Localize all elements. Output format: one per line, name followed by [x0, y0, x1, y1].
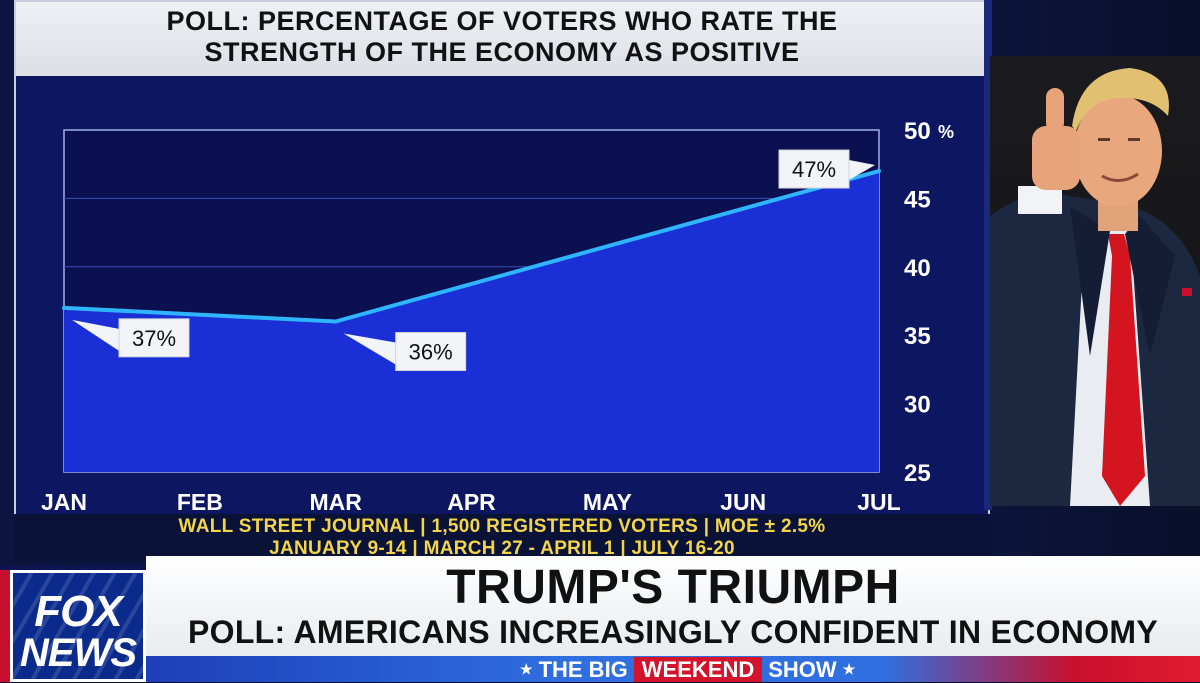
x-tick-label: MAR — [309, 489, 362, 515]
callout-box — [395, 332, 467, 372]
callout-label: 36% — [409, 340, 453, 365]
x-tick-label: APR — [447, 489, 496, 515]
x-tick-label: JAN — [41, 489, 87, 515]
show-banner: ★ THE BIG WEEKEND SHOW ★ — [520, 657, 855, 682]
star-icon: ★ — [842, 661, 856, 677]
chart-panel: POLL: PERCENTAGE OF VOTERS WHO RATE THE … — [14, 0, 990, 524]
fox-news-logo: FOX NEWS — [10, 570, 146, 682]
star-icon: ★ — [520, 661, 533, 677]
callout-label: 47% — [792, 157, 836, 182]
y-tick-unit: % — [938, 122, 954, 142]
data-point — [877, 169, 881, 174]
y-tick-label: 50 — [904, 118, 931, 145]
x-tick-label: JUN — [720, 489, 766, 515]
data-point — [62, 305, 66, 310]
logo-text-line-2: NEWS — [20, 631, 137, 675]
y-tick-label: 25 — [904, 460, 931, 487]
show-title-middle: WEEKEND — [633, 657, 763, 682]
callout-label: 37% — [132, 326, 176, 351]
callout-box — [118, 318, 190, 358]
source-line-2: JANUARY 9-14 | MARCH 27 - APRIL 1 | JULY… — [269, 538, 735, 559]
x-tick-label: JUL — [857, 489, 900, 515]
source-bar: WALL STREET JOURNAL | 1,500 REGISTERED V… — [14, 514, 990, 562]
y-tick-label: 40 — [904, 255, 931, 282]
callout-pointer — [72, 319, 119, 351]
callout-box — [778, 149, 850, 189]
red-edge-accent — [0, 570, 10, 682]
subheadline: POLL: AMERICANS INCREASINGLY CONFIDENT I… — [187, 614, 1158, 650]
chart-plot-area: 37% 36% 47% 25 30 35 40 45 50% JAN FEB MAR APR MAY JUN… — [34, 62, 989, 522]
headline: TRUMP'S TRIUMPH — [446, 561, 900, 614]
x-tick-label: MAY — [583, 489, 632, 515]
chart-title-bar: POLL: PERCENTAGE OF VOTERS WHO RATE THE … — [16, 2, 988, 76]
y-tick-label: 45 — [904, 186, 931, 213]
headline-box: TRUMP'S TRIUMPH POLL: AMERICANS INCREASI… — [146, 556, 1200, 656]
y-tick-label: 30 — [904, 392, 931, 419]
area-fill — [64, 171, 879, 472]
thumbs-up-person-image — [990, 68, 1200, 506]
show-title-suffix: SHOW — [768, 656, 837, 682]
data-point — [333, 319, 338, 324]
chart-title: POLL: PERCENTAGE OF VOTERS WHO RATE THE … — [166, 6, 838, 67]
y-tick-label: 35 — [904, 323, 931, 350]
photo-frame — [984, 0, 992, 510]
poll-area-chart: 37% 36% 47% 25 30 35 40 45 50 % JAN FEB MAR APR MAY JUN… — [41, 118, 954, 515]
logo-stripes — [13, 573, 143, 679]
x-tick-label: FEB — [177, 489, 223, 515]
show-title-prefix: THE BIG — [538, 656, 628, 682]
callout-pointer — [343, 333, 396, 365]
source-line-1: WALL STREET JOURNAL | 1,500 REGISTERED V… — [178, 516, 826, 537]
callout-pointer — [849, 160, 875, 181]
person-photo — [990, 56, 1200, 506]
logo-text-line-1: FOX — [34, 587, 122, 636]
